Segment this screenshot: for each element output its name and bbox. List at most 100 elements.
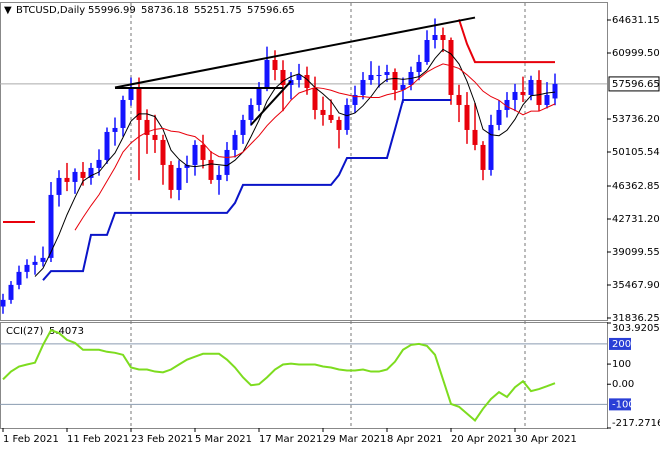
candle-body [200, 144, 206, 160]
candle-body [256, 87, 262, 105]
candle-body [528, 79, 534, 95]
cci-level-label: -100 [612, 399, 635, 410]
y-tick-label: 46362.85 [612, 181, 660, 192]
price-box-label: 57596.65 [612, 79, 660, 90]
candle-body [160, 139, 166, 165]
candle-body [544, 94, 550, 105]
candle-body [216, 174, 222, 180]
low: 55251.75 [194, 5, 242, 16]
candle-body [304, 74, 310, 88]
candle-body [168, 164, 174, 190]
candle-body [72, 171, 78, 182]
y2-tick-label: 100 [612, 359, 631, 370]
candle-body [464, 104, 470, 130]
price-box [608, 76, 660, 92]
candle-body [440, 35, 446, 41]
candle-body [240, 119, 246, 135]
candle-body [128, 87, 134, 100]
candle-body [136, 87, 142, 120]
candle-body [96, 159, 102, 168]
trend-line [250, 80, 292, 126]
candle-body [104, 131, 110, 160]
candle-body [88, 167, 94, 178]
candle-body [368, 74, 374, 80]
candle-body [144, 119, 150, 135]
candle-body [296, 74, 302, 80]
candle-body [536, 79, 542, 105]
cci-value: 5.4073 [49, 326, 84, 337]
candle-body [312, 87, 318, 110]
indicator-line [458, 19, 555, 64]
candle-body [520, 91, 526, 95]
candle-body [264, 59, 270, 88]
cci-level-label: 200 [612, 339, 631, 350]
separators [130, 3, 526, 428]
y-tick-label: 35467.90 [612, 280, 660, 291]
candle-body [8, 284, 14, 300]
candle-body [24, 264, 30, 272]
candle-body [320, 109, 326, 115]
candle-body [272, 59, 278, 70]
cci-title: CCI(27) [6, 326, 44, 337]
candle-body [480, 144, 486, 170]
candle-body [112, 127, 118, 132]
candle-body [448, 40, 454, 95]
candle-body [80, 171, 86, 178]
candle-body [504, 99, 510, 110]
candle-body [32, 261, 38, 265]
candle-body [232, 134, 238, 150]
candle-body [152, 134, 158, 140]
cci-panel [0, 322, 608, 429]
candle-body [192, 144, 198, 165]
candle-body [48, 194, 54, 258]
candle-body [248, 104, 254, 120]
candle-body [416, 61, 422, 72]
level-box [609, 337, 631, 350]
candle-body [552, 83, 558, 99]
symbol: BTCUSD,Daily [16, 5, 85, 16]
y2-tick-label: -217.2716 [612, 418, 660, 429]
x-tick-label: 8 Apr 2021 [387, 434, 442, 445]
candle-body [512, 91, 518, 100]
indicator-line [34, 48, 556, 277]
candle-body [184, 164, 190, 168]
x-tick-label: 23 Feb 2021 [131, 434, 193, 445]
candle-body [208, 159, 214, 180]
triangle: ▼ [4, 5, 12, 16]
candle-body [456, 94, 462, 105]
level-box [609, 398, 631, 411]
open: 55996.99 [88, 5, 136, 16]
candle-body [384, 71, 390, 75]
x-tick-label: 30 Apr 2021 [515, 434, 577, 445]
candle-body [56, 177, 62, 195]
candle-body [496, 109, 502, 125]
y-tick-label: 42731.20 [612, 214, 660, 225]
main-panel [0, 2, 608, 321]
candle-body [400, 84, 406, 90]
candle-body [432, 35, 438, 41]
candle-body [424, 40, 430, 62]
cci-line [2, 329, 556, 422]
candle-body [120, 99, 126, 128]
candle-body [488, 124, 494, 170]
indicator-line [42, 98, 451, 281]
trend-line [114, 16, 476, 89]
candle-body [392, 71, 398, 90]
x-tick-label: 20 Apr 2021 [451, 434, 513, 445]
y-tick-label: 31836.25 [612, 313, 660, 324]
candle-body [352, 94, 358, 105]
candle-body [64, 177, 70, 182]
candle-body [16, 271, 22, 285]
candle-body [336, 119, 342, 130]
candle-body [376, 74, 382, 76]
candle-body [360, 79, 366, 95]
candle-body [0, 299, 6, 307]
x-tick-label: 1 Feb 2021 [3, 434, 59, 445]
candle-body [328, 114, 334, 120]
high: 58736.18 [141, 5, 189, 16]
x-tick-label: 29 Mar 2021 [323, 434, 386, 445]
x-tick-label: 17 Mar 2021 [259, 434, 322, 445]
y2-tick-label: 0.00 [612, 379, 634, 390]
